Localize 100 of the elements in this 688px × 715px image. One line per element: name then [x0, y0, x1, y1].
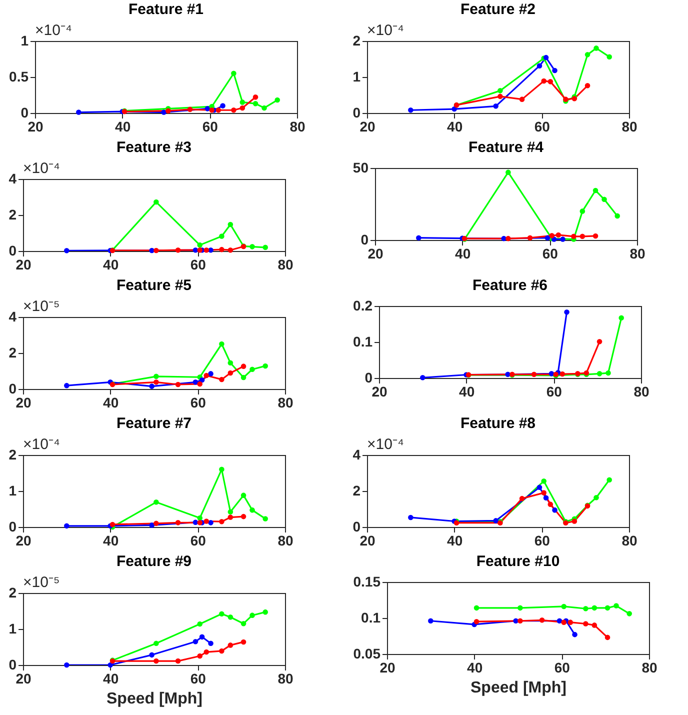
text: ×10⁻⁴	[35, 22, 72, 39]
point	[560, 236, 566, 242]
chart-title: Feature #6	[472, 277, 548, 294]
x-tick-label: 40	[467, 660, 483, 676]
x-tick-label: 80	[622, 532, 638, 548]
point	[602, 196, 607, 202]
point	[594, 495, 599, 500]
y-tick-label: 4	[352, 446, 361, 462]
y-tick-label: 2	[8, 206, 17, 222]
y-tick-label: 2	[8, 584, 17, 600]
point	[197, 242, 202, 248]
point	[231, 107, 236, 113]
point	[204, 247, 210, 253]
point	[498, 88, 503, 94]
point	[228, 509, 234, 515]
point	[552, 507, 558, 513]
point	[561, 620, 566, 625]
point	[604, 605, 610, 611]
point	[262, 244, 268, 250]
point	[154, 500, 159, 505]
y-tick-label: 0	[352, 104, 361, 120]
point	[197, 247, 202, 253]
y-tick-label: 1	[8, 482, 17, 498]
point	[175, 382, 181, 388]
point	[187, 106, 193, 112]
point	[552, 68, 558, 74]
point	[228, 360, 234, 366]
point	[64, 523, 70, 529]
x-tick-label: 40	[103, 256, 119, 272]
point	[192, 247, 198, 253]
x-tick-label: 60	[202, 118, 218, 134]
point	[548, 79, 554, 84]
point	[493, 518, 498, 524]
point	[556, 618, 562, 624]
point	[219, 611, 224, 617]
point	[216, 107, 222, 113]
text: ×10⁻⁴	[23, 160, 60, 177]
point	[175, 247, 181, 253]
chart-title: Feature #7	[116, 415, 192, 432]
point	[231, 70, 236, 76]
chart-title: Feature #2	[460, 1, 536, 18]
point	[518, 618, 523, 624]
x-tick-label: 40	[459, 384, 475, 400]
point	[531, 372, 537, 378]
point	[572, 518, 578, 524]
point	[544, 235, 550, 240]
point	[592, 605, 598, 611]
point	[64, 382, 70, 388]
y-tick-label: 0	[364, 370, 373, 386]
point	[548, 371, 554, 376]
y-tick-label: 0	[8, 518, 17, 534]
x-tick-label: 40	[455, 246, 471, 262]
point	[262, 363, 268, 369]
point	[204, 372, 210, 378]
x-tick-label: 40	[447, 118, 463, 134]
y-tick-label: 1	[352, 68, 361, 84]
point	[548, 502, 554, 507]
point	[208, 247, 214, 253]
x-tick-label: 80	[278, 394, 294, 410]
point	[219, 234, 224, 239]
point	[262, 105, 267, 111]
point	[580, 234, 586, 240]
point	[76, 110, 82, 115]
point	[149, 384, 154, 389]
point	[606, 370, 611, 376]
point	[541, 490, 546, 496]
x-tick-label: 80	[642, 660, 658, 676]
point	[228, 642, 234, 648]
point	[192, 638, 198, 644]
point	[584, 83, 590, 88]
point	[108, 662, 113, 668]
x-tick-label: 40	[447, 532, 463, 548]
point	[571, 234, 576, 240]
point	[220, 103, 226, 108]
x-tick-label: 20	[28, 118, 44, 134]
point	[592, 188, 598, 194]
point	[536, 63, 542, 68]
point	[518, 605, 523, 611]
point	[228, 370, 234, 376]
point	[594, 46, 599, 51]
chart-title: Feature #9	[116, 553, 192, 570]
point	[543, 54, 549, 60]
y-tick-label: 2	[352, 32, 361, 48]
point	[154, 374, 159, 380]
point	[580, 208, 586, 214]
point	[199, 634, 205, 640]
point	[506, 236, 511, 242]
point	[154, 380, 159, 385]
y-tick-label: 0	[8, 656, 17, 672]
x-tick-label: 40	[103, 394, 119, 410]
point	[204, 649, 210, 655]
y-tick-label: 0	[352, 518, 361, 534]
point	[250, 612, 255, 618]
point	[219, 518, 224, 524]
x-tick-label: 20	[360, 532, 376, 548]
y-tick-label: 0.15	[353, 574, 381, 590]
point	[572, 632, 578, 638]
x-tick-label: 80	[634, 384, 650, 400]
point	[228, 514, 234, 520]
x-tick-label: 40	[103, 532, 119, 548]
